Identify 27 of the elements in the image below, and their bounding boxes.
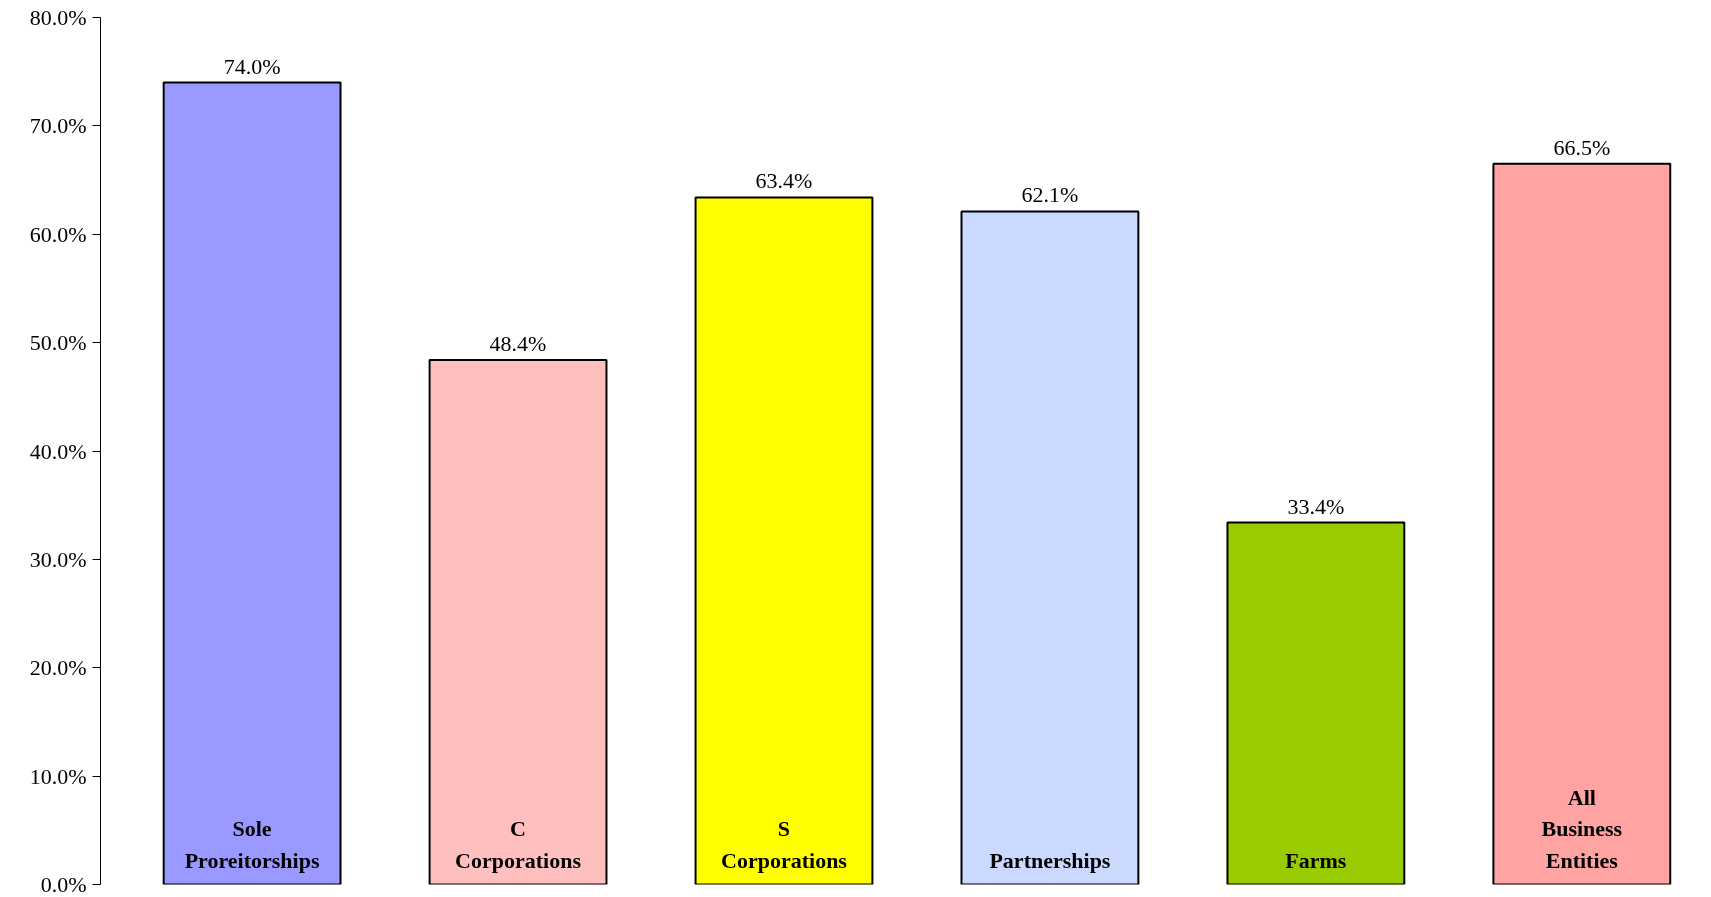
- y-tick-label: 0.0%: [40, 872, 87, 897]
- y-tick-label: 10.0%: [29, 763, 87, 789]
- data-label: 33.4%: [1287, 493, 1345, 519]
- x-tick-label: All Business Entities: [1541, 785, 1623, 873]
- y-tick-label: 20.0%: [29, 655, 87, 681]
- y-tick-label: 80.0%: [29, 5, 87, 30]
- x-tick-label: Partnerships: [989, 847, 1111, 873]
- bar: [162, 81, 342, 885]
- bar: [694, 196, 874, 885]
- bar: [428, 358, 608, 885]
- data-label: 62.1%: [1021, 182, 1079, 208]
- x-tick-label: S Corporations: [721, 816, 848, 873]
- data-label: 48.4%: [489, 330, 547, 356]
- data-label: 66.5%: [1553, 134, 1611, 160]
- x-tick-label: Sole Proreitorships: [184, 816, 320, 873]
- bar: [1226, 521, 1406, 885]
- x-tick-label: Farms: [1285, 847, 1347, 873]
- bar: [960, 210, 1140, 885]
- y-tick-label: 40.0%: [29, 438, 87, 464]
- y-tick-label: 60.0%: [29, 221, 87, 247]
- data-label: 63.4%: [755, 168, 813, 194]
- y-tick-label: 70.0%: [29, 113, 87, 139]
- y-tick-label: 30.0%: [29, 546, 87, 572]
- x-tick-label: C Corporations: [455, 816, 582, 873]
- data-label: 74.0%: [223, 53, 281, 79]
- bar: [1492, 162, 1672, 885]
- y-tick-label: 50.0%: [29, 330, 87, 356]
